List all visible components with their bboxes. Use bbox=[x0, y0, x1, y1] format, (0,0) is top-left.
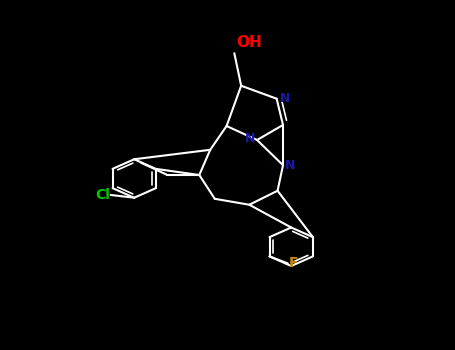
Text: N: N bbox=[244, 132, 255, 145]
Text: Cl: Cl bbox=[95, 188, 110, 202]
Text: F: F bbox=[289, 256, 298, 270]
Text: N: N bbox=[280, 92, 291, 105]
Text: N: N bbox=[285, 159, 296, 172]
Text: OH: OH bbox=[237, 35, 263, 50]
